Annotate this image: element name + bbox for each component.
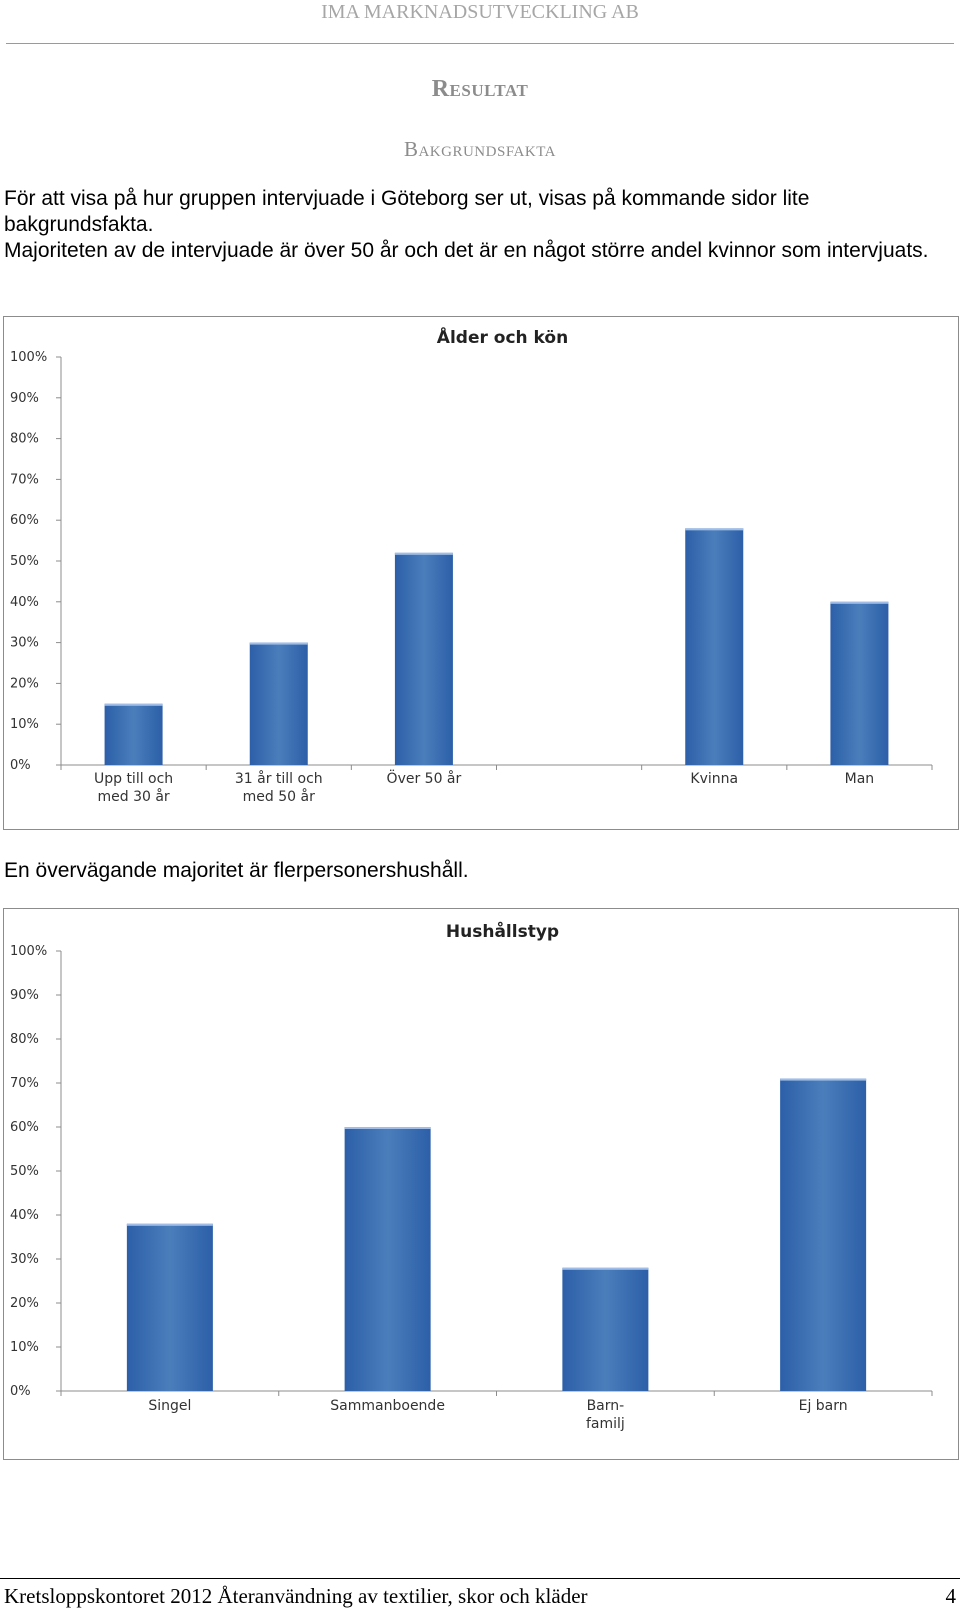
bar xyxy=(394,552,453,765)
y-tick-label: 0% xyxy=(10,758,31,773)
header-divider xyxy=(6,43,954,44)
bar xyxy=(780,1078,867,1391)
bar-top-highlight xyxy=(249,642,308,645)
bar xyxy=(562,1267,649,1391)
bar-top-highlight xyxy=(562,1267,649,1270)
footer-text: Kretsloppskontoret 2012 Återanvändning a… xyxy=(4,1584,588,1608)
chart-title: Hushållstyp xyxy=(446,920,559,942)
bar xyxy=(249,642,308,765)
y-tick-label: 40% xyxy=(10,595,39,610)
chart-title: Ålder och kön xyxy=(437,325,568,348)
y-tick-label: 30% xyxy=(10,636,39,651)
household-intro-text: En övervägande majoritet är flerpersoner… xyxy=(4,859,469,882)
age-gender-chart-svg: Ålder och kön 0% 10% 20% 30% 40% 50% 60% 70% 80% 9… xyxy=(10,325,933,805)
y-tick-label: 0% xyxy=(10,1384,31,1399)
x-category-label: med 50 år xyxy=(243,788,315,805)
age-gender-chart: Ålder och kön 0% 10% 20% 30% 40% 50% 60% 70% 80% 9… xyxy=(3,316,959,830)
y-tick-label: 70% xyxy=(10,472,39,487)
bar-top-highlight xyxy=(104,703,163,706)
y-tick-label: 10% xyxy=(10,717,39,732)
running-header: IMA MARKNADSUTVECKLING AB xyxy=(321,1,639,23)
y-tick-label: 90% xyxy=(10,988,39,1003)
y-tick-label: 60% xyxy=(10,513,39,528)
bar-top-highlight xyxy=(685,528,744,531)
bar xyxy=(830,601,889,765)
x-category-label: 31 år till och xyxy=(235,770,323,787)
y-tick-label: 10% xyxy=(10,1340,39,1355)
y-tick-label: 20% xyxy=(10,1296,39,1311)
x-category-label: Över 50 år xyxy=(387,769,462,787)
x-category-label: familj xyxy=(586,1416,625,1432)
bar xyxy=(126,1223,213,1391)
x-category-label: Sammanboende xyxy=(330,1398,445,1414)
x-category-label: Barn- xyxy=(587,1398,625,1414)
bar xyxy=(344,1127,431,1391)
bar-top-highlight xyxy=(344,1127,431,1129)
y-tick-label: 100% xyxy=(10,944,47,959)
bar-top-highlight xyxy=(394,552,453,555)
y-tick-label: 100% xyxy=(10,350,47,365)
intro-paragraph-2: Majoriteten av de intervjuade är över 50… xyxy=(4,239,929,262)
page-number: 4 xyxy=(945,1584,957,1608)
y-tick-label: 30% xyxy=(10,1252,39,1267)
household-chart-svg: Hushållstyp 0% 10% 20% 30% 40% 50% 60% 70% 80% 90%… xyxy=(10,920,933,1432)
x-category-label: Ej barn xyxy=(799,1398,848,1414)
x-category-label: med 30 år xyxy=(97,788,169,805)
y-tick-label: 80% xyxy=(10,432,39,447)
bar-top-highlight xyxy=(830,601,889,604)
x-category-label: Singel xyxy=(148,1398,191,1414)
y-tick-label: 60% xyxy=(10,1120,39,1135)
section-title: Resultat xyxy=(431,76,529,102)
y-tick-label: 50% xyxy=(10,1164,39,1179)
x-category-label: Man xyxy=(845,771,875,787)
footer-divider xyxy=(0,1578,960,1579)
y-tick-label: 70% xyxy=(10,1076,39,1091)
page-footer: Kretsloppskontoret 2012 Återanvändning a… xyxy=(4,1584,956,1608)
y-tick-label: 20% xyxy=(10,676,39,691)
bar xyxy=(104,703,163,765)
household-chart: Hushållstyp 0% 10% 20% 30% 40% 50% 60% 70% 80% 90%… xyxy=(3,908,959,1460)
y-tick-label: 50% xyxy=(10,554,39,569)
y-tick-label: 90% xyxy=(10,391,39,406)
bar xyxy=(685,528,744,765)
x-category-label: Kvinna xyxy=(690,771,738,787)
y-tick-label: 40% xyxy=(10,1208,39,1223)
y-tick-label: 80% xyxy=(10,1032,39,1047)
intro-paragraph-1: För att visa på hur gruppen intervjuade … xyxy=(4,187,810,236)
bar-top-highlight xyxy=(780,1078,867,1081)
bar-top-highlight xyxy=(126,1223,213,1226)
x-category-label: Upp till och xyxy=(94,771,173,787)
section-subtitle: Bakgrundsfakta xyxy=(403,137,557,161)
